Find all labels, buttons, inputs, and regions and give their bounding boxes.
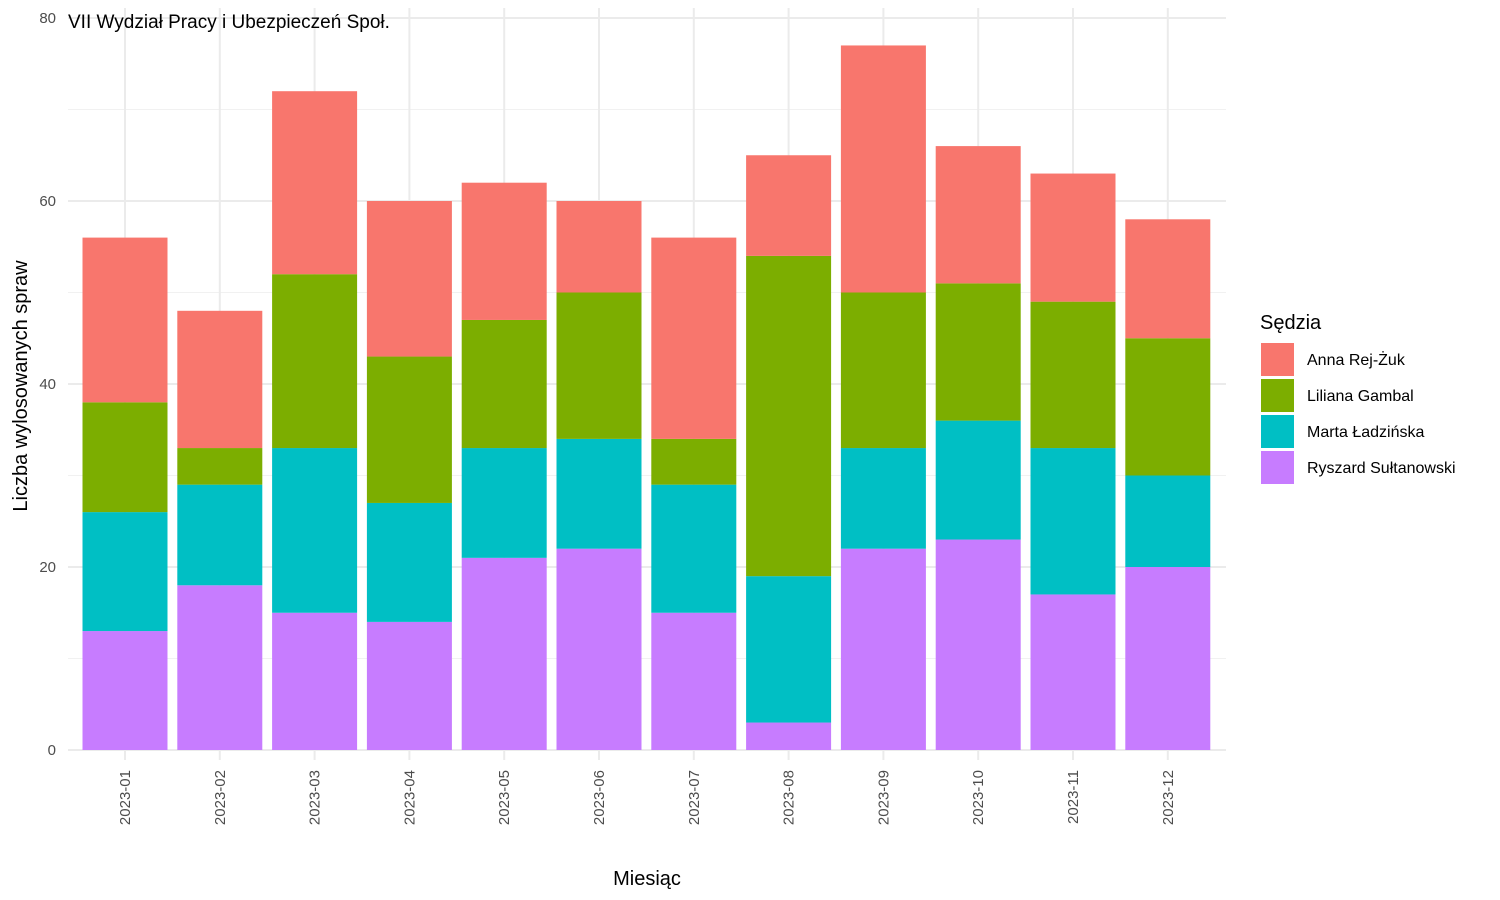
x-tick-label: 2023-05: [496, 770, 513, 825]
bar-segment: [556, 292, 642, 439]
legend-swatch: [1261, 415, 1294, 448]
legend-label: Anna Rej-Żuk: [1307, 350, 1406, 369]
bar-segment: [82, 631, 168, 750]
bar-segment: [746, 576, 832, 723]
y-tick-label: 60: [39, 193, 56, 210]
bar-segment: [272, 612, 358, 750]
bar-segment: [461, 448, 547, 558]
bar-segment: [1125, 475, 1211, 567]
bar-segment: [935, 283, 1021, 421]
bar-segment: [556, 201, 642, 293]
bar-segment: [177, 585, 263, 750]
legend: Sędzia Anna Rej-Żuk Liliana Gambal Marta Ł…: [1260, 312, 1456, 484]
legend-label: Marta Ładzińska: [1307, 424, 1424, 441]
bar-segment: [461, 182, 547, 320]
bar-segment: [1030, 448, 1116, 595]
x-tick-label: 2023-01: [117, 770, 134, 825]
bar-segment: [840, 548, 926, 750]
bar-segment: [1125, 567, 1211, 750]
legend-swatch: [1261, 343, 1294, 376]
bar-segment: [935, 420, 1021, 540]
x-tick-label: 2023-08: [781, 770, 798, 825]
bar-segment: [556, 548, 642, 750]
x-tick-label: 2023-03: [307, 770, 324, 825]
bar-segment: [935, 539, 1021, 750]
bar-segment: [1030, 301, 1116, 449]
y-tick-label: 20: [39, 559, 56, 576]
y-tick-label: 40: [39, 376, 56, 393]
y-tick-labels: 0 20 40 60 80: [39, 10, 56, 759]
bar-segment: [840, 292, 926, 449]
bar-segment: [1030, 173, 1116, 302]
bar-segment: [366, 621, 452, 750]
x-tick-label: 2023-07: [686, 770, 703, 825]
bar-segment: [746, 722, 832, 750]
x-tick-labels: 2023-01 2023-02 2023-03 2023-04 2023-05 2023-…: [117, 770, 1177, 825]
bars: [82, 45, 1211, 750]
bar-segment: [651, 237, 737, 439]
bar-segment: [366, 502, 452, 622]
bar-segment: [1125, 338, 1211, 476]
bar-segment: [272, 91, 358, 275]
bar-segment: [651, 612, 737, 750]
legend-swatch: [1261, 379, 1294, 412]
bar-segment: [651, 484, 737, 613]
bar-segment: [177, 310, 263, 449]
bar-segment: [1125, 219, 1211, 339]
bar-segment: [82, 402, 168, 513]
bar-segment: [840, 448, 926, 549]
y-tick-label: 80: [39, 10, 56, 27]
bar-segment: [461, 557, 547, 750]
x-tick-label: 2023-11: [1065, 770, 1082, 824]
bar-segment: [1030, 594, 1116, 750]
bar-segment: [651, 438, 737, 485]
bar-segment: [272, 448, 358, 613]
x-tick-label: 2023-12: [1160, 770, 1177, 825]
x-tick-label: 2023-04: [401, 770, 418, 825]
x-tick-label: 2023-09: [875, 770, 892, 825]
chart-title: VII Wydział Pracy i Ubezpieczeń Społ.: [68, 12, 390, 33]
bar-segment: [82, 237, 168, 403]
bar-segment: [461, 319, 547, 449]
bar-segment: [366, 201, 452, 357]
legend-title: Sędzia: [1260, 312, 1322, 334]
x-tick-label: 2023-06: [591, 770, 608, 825]
x-axis-title: Miesiąc: [613, 868, 681, 890]
legend-items: Anna Rej-Żuk Liliana Gambal Marta Ładzińsk…: [1261, 343, 1456, 484]
bar-segment: [366, 356, 452, 503]
legend-label: Liliana Gambal: [1307, 388, 1414, 405]
bar-segment: [746, 255, 832, 577]
bar-segment: [272, 274, 358, 449]
bar-segment: [935, 146, 1021, 284]
legend-swatch: [1261, 451, 1294, 484]
bar-segment: [840, 45, 926, 293]
y-axis-title: Liczba wylosowanych spraw: [10, 260, 32, 512]
bar-segment: [556, 438, 642, 549]
bar-segment: [82, 512, 168, 632]
bar-segment: [177, 448, 263, 485]
legend-label: Ryszard Sułtanowski: [1307, 460, 1456, 477]
x-tick-label: 2023-10: [970, 770, 987, 825]
bar-segment: [746, 155, 832, 256]
x-tick-label: 2023-02: [212, 770, 229, 825]
y-tick-label: 0: [48, 742, 56, 759]
bar-segment: [177, 484, 263, 586]
